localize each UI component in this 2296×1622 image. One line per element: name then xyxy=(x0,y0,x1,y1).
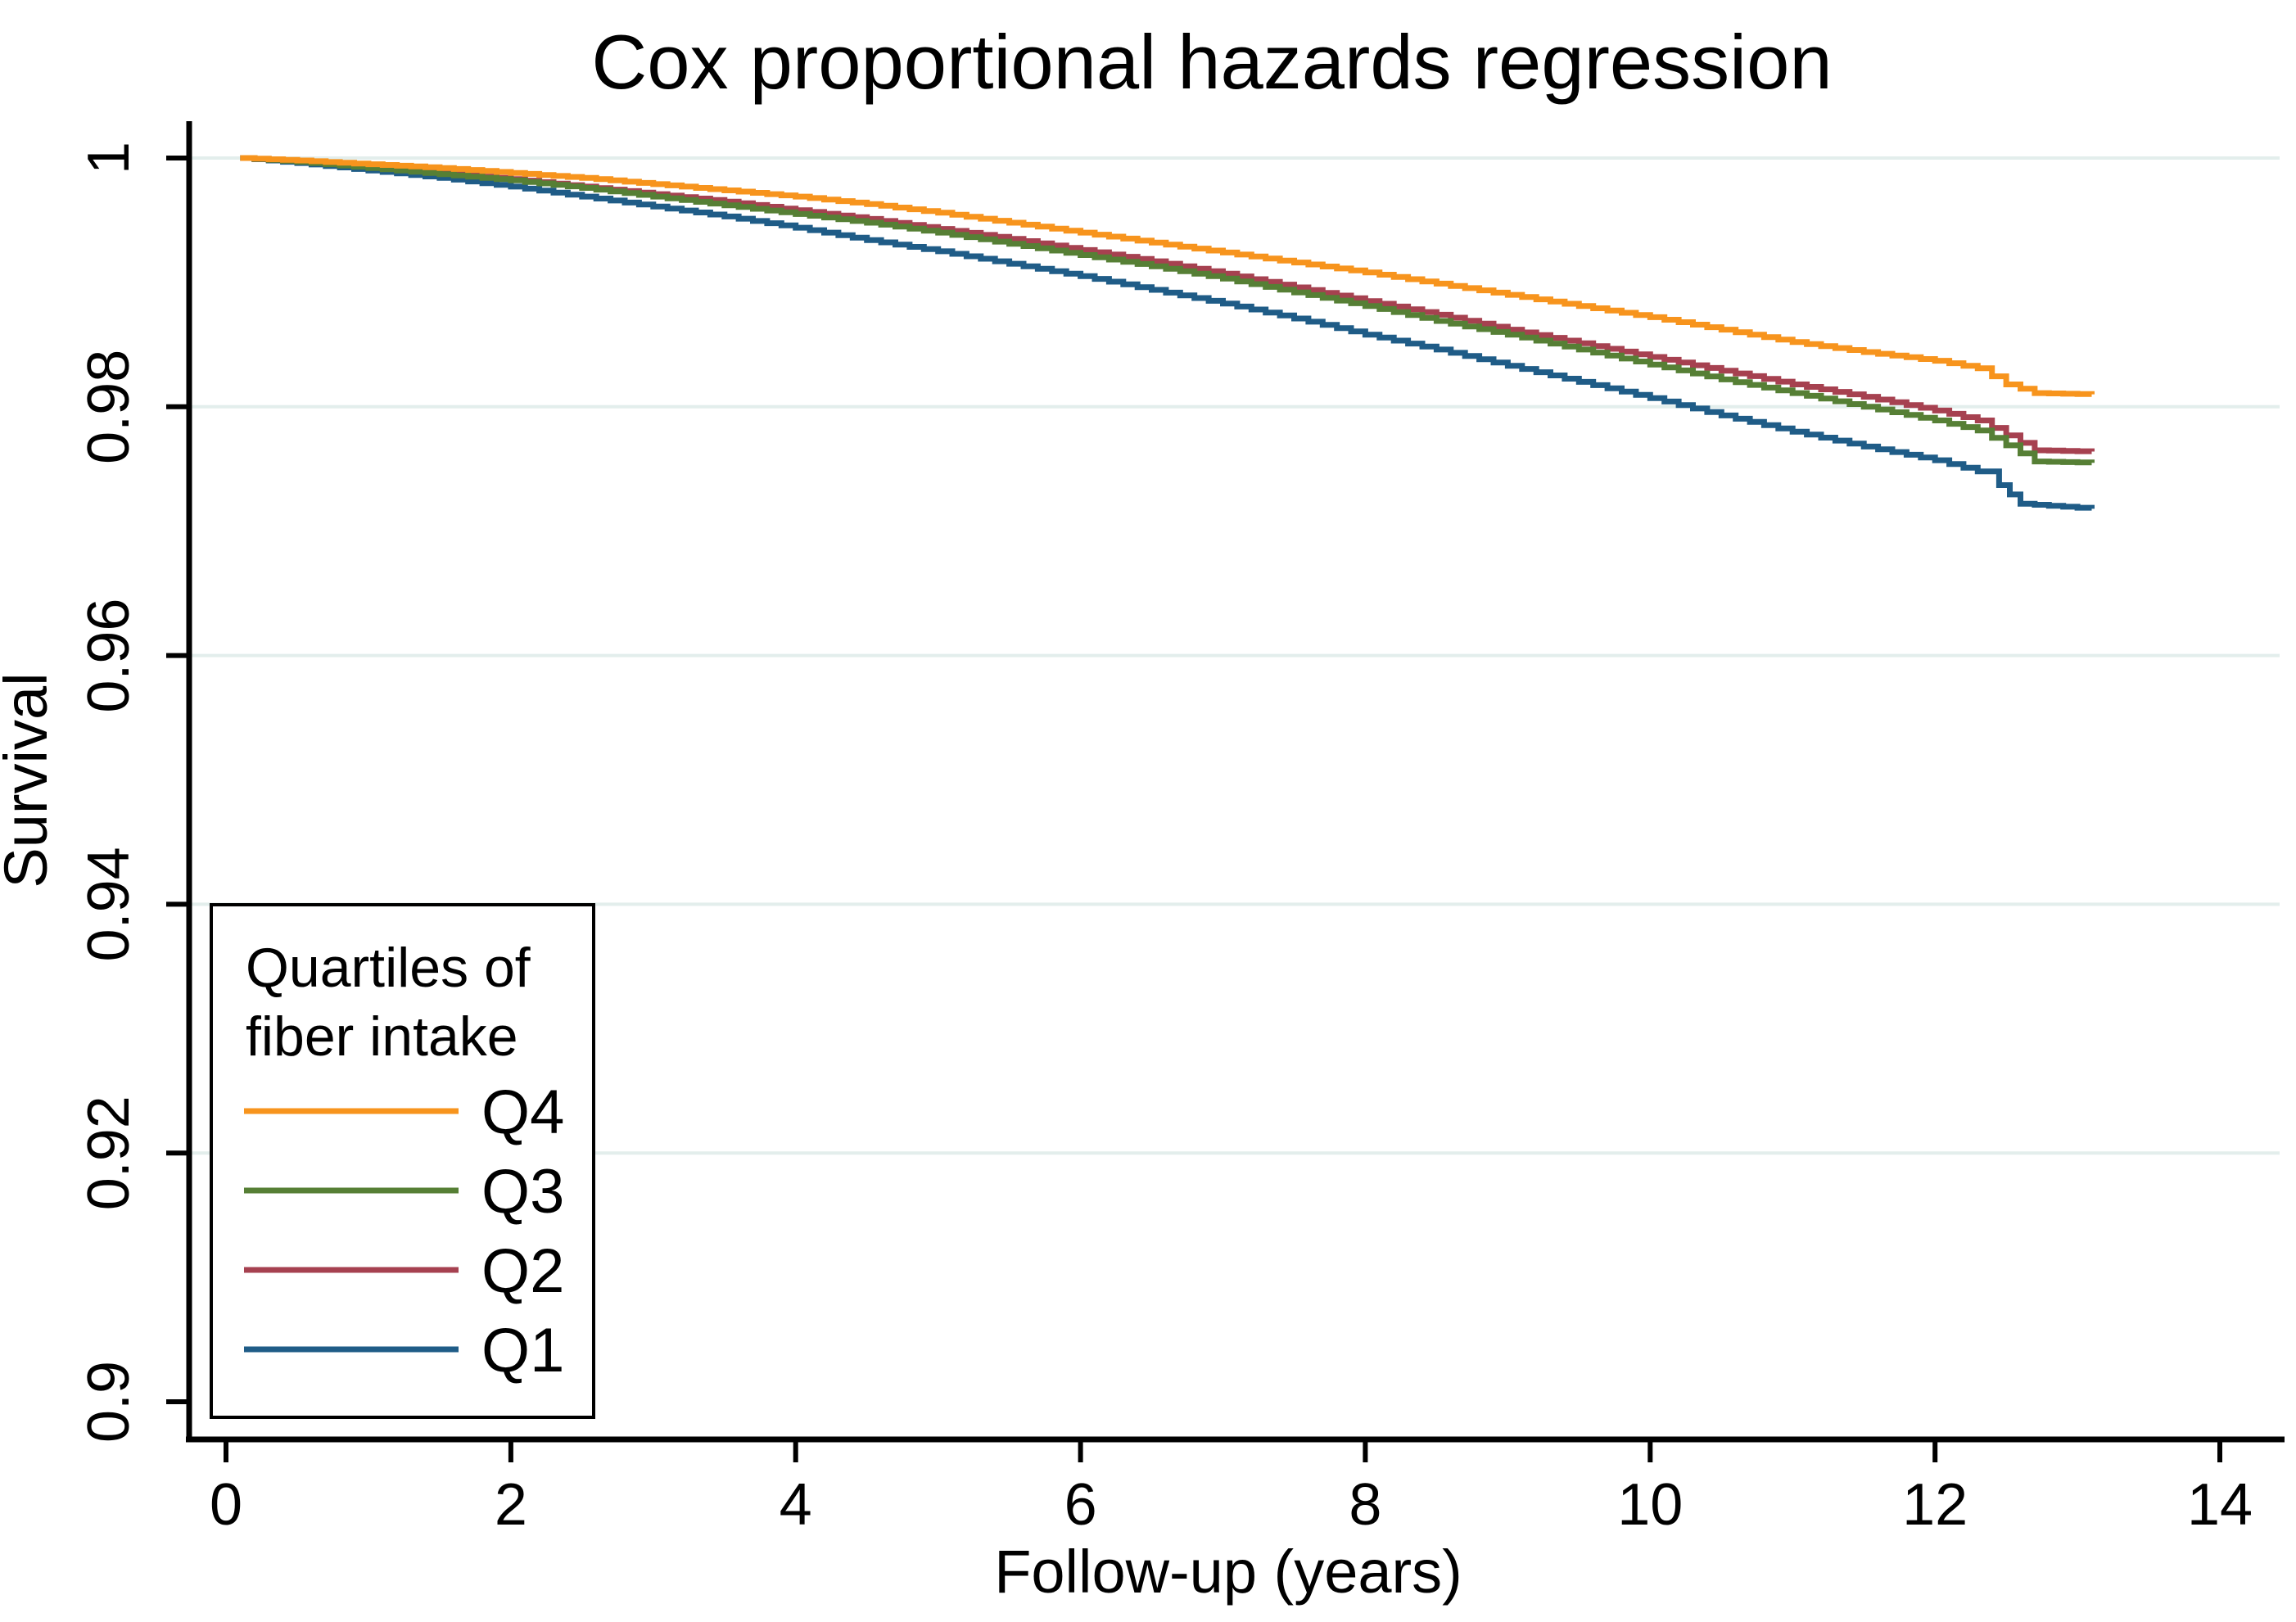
legend-label-q3: Q3 xyxy=(481,1157,564,1227)
survival-curve-q1 xyxy=(240,155,2095,511)
legend-title-line: Quartiles of xyxy=(246,937,531,999)
survival-curve-q4 xyxy=(240,155,2095,397)
x-tick-label: 6 xyxy=(1064,1472,1097,1538)
x-tick-label: 12 xyxy=(1902,1472,1968,1538)
legend-label-q4: Q4 xyxy=(481,1078,564,1147)
chart-title: Cox proportional hazards regression xyxy=(591,19,1832,105)
y-tick-label: 0.98 xyxy=(76,350,142,464)
survival-curves xyxy=(240,155,2095,511)
x-tick-label: 4 xyxy=(780,1472,812,1538)
legend-label-q2: Q2 xyxy=(481,1236,564,1306)
y-tick-label: 0.96 xyxy=(76,599,142,713)
x-tick-label: 10 xyxy=(1617,1472,1683,1538)
survival-curve-q3 xyxy=(240,155,2095,466)
y-tick-label: 0.94 xyxy=(76,847,142,961)
x-tick-label: 14 xyxy=(2187,1472,2253,1538)
x-tick-label: 2 xyxy=(495,1472,527,1538)
y-tick-label: 0.92 xyxy=(76,1096,142,1210)
x-axis-ticks: 0 2 4 6 8 10 12 14 xyxy=(210,1439,2253,1538)
legend-title-line: fiber intake xyxy=(246,1005,518,1068)
y-tick-label: 1 xyxy=(76,142,142,174)
legend-box xyxy=(210,903,595,1419)
x-tick-label: 0 xyxy=(210,1472,242,1538)
x-axis-title: Follow-up (years) xyxy=(994,1538,1462,1606)
x-tick-label: 8 xyxy=(1349,1472,1381,1538)
y-tick-label: 0.9 xyxy=(76,1361,142,1443)
y-axis-ticks: 0.9 0.92 0.94 0.96 0.98 1 xyxy=(76,142,189,1443)
legend-label-q1: Q1 xyxy=(481,1316,564,1385)
y-axis-title: Survival xyxy=(0,672,60,888)
